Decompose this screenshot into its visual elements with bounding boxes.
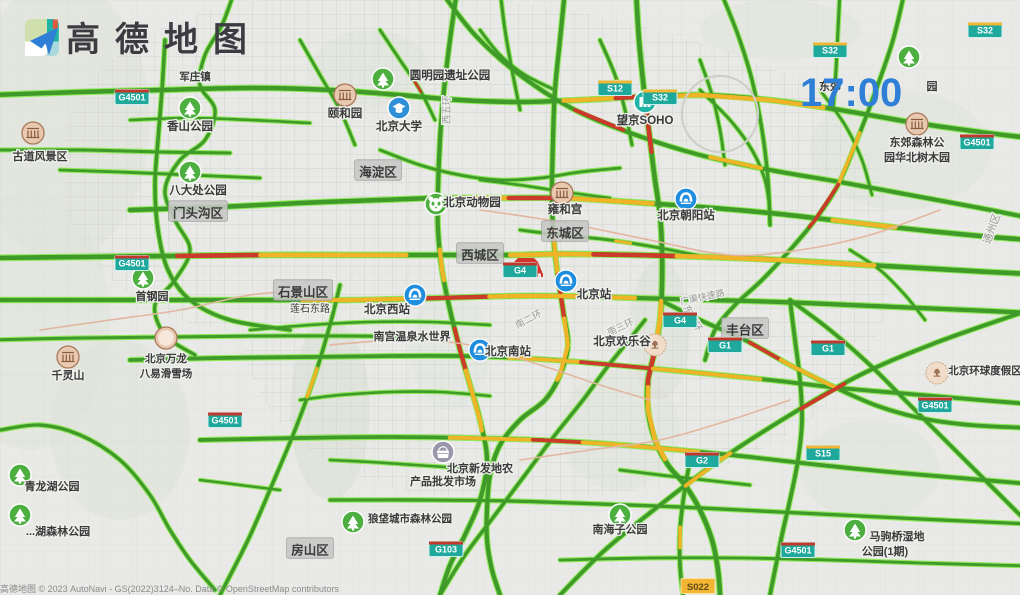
svg-text:香山公园: 香山公园 bbox=[166, 119, 213, 133]
svg-text:南宫温泉水世界: 南宫温泉水世界 bbox=[374, 329, 451, 343]
svg-text:G4501: G4501 bbox=[963, 138, 990, 148]
svg-text:颐和园: 颐和园 bbox=[328, 106, 363, 120]
svg-text:圆明园遗址公园: 圆明园遗址公园 bbox=[410, 68, 491, 82]
svg-text:G4501: G4501 bbox=[118, 259, 145, 269]
svg-text:S32: S32 bbox=[652, 93, 668, 103]
svg-text:广渠快速路: 广渠快速路 bbox=[679, 287, 725, 307]
svg-text:东城区: 东城区 bbox=[546, 225, 584, 240]
svg-text:17:00: 17:00 bbox=[800, 71, 902, 115]
svg-text:G4501: G4501 bbox=[921, 401, 948, 411]
svg-text:望京SOHO: 望京SOHO bbox=[617, 113, 674, 127]
svg-text:产品批发市场: 产品批发市场 bbox=[410, 474, 476, 488]
svg-text:北京站: 北京站 bbox=[577, 287, 612, 301]
svg-text:G4501: G4501 bbox=[118, 93, 145, 103]
svg-text:千灵山: 千灵山 bbox=[52, 368, 85, 382]
svg-text:首钢园: 首钢园 bbox=[136, 289, 169, 303]
svg-text:北京新发地农: 北京新发地农 bbox=[447, 461, 513, 475]
svg-text:莲石东路: 莲石东路 bbox=[290, 302, 330, 315]
svg-text:海淀区: 海淀区 bbox=[359, 164, 397, 179]
svg-text:雍和宫: 雍和宫 bbox=[548, 202, 583, 216]
svg-text:S12: S12 bbox=[607, 84, 623, 94]
svg-text:南海子公园: 南海子公园 bbox=[593, 522, 648, 536]
svg-text:北京朝阳站: 北京朝阳站 bbox=[657, 208, 715, 222]
svg-text:通州区: 通州区 bbox=[981, 212, 1003, 246]
svg-text:G2: G2 bbox=[696, 456, 708, 466]
svg-text:马驹桥湿地: 马驹桥湿地 bbox=[870, 529, 925, 543]
svg-text:G4: G4 bbox=[514, 266, 526, 276]
svg-text:G4501: G4501 bbox=[211, 416, 238, 426]
svg-text:西城区: 西城区 bbox=[461, 247, 499, 262]
svg-text:北京环球度假区: 北京环球度假区 bbox=[948, 364, 1020, 377]
svg-text:西五环: 西五环 bbox=[442, 96, 453, 125]
svg-text:北京西站: 北京西站 bbox=[364, 302, 410, 316]
svg-text:S022: S022 bbox=[687, 582, 709, 593]
svg-text:G4: G4 bbox=[674, 316, 686, 326]
svg-text:青龙湖公园: 青龙湖公园 bbox=[25, 479, 80, 493]
svg-text:古道风景区: 古道风景区 bbox=[13, 149, 68, 163]
svg-text:G1: G1 bbox=[719, 341, 731, 351]
svg-text:丰台区: 丰台区 bbox=[726, 322, 764, 337]
svg-text:东郊森林公: 东郊森林公 bbox=[890, 135, 945, 149]
svg-text:公园(1期): 公园(1期) bbox=[862, 544, 909, 558]
svg-text:G103: G103 bbox=[435, 545, 457, 555]
svg-text:北京万龙: 北京万龙 bbox=[145, 352, 187, 365]
svg-text:八大处公园: 八大处公园 bbox=[168, 183, 227, 197]
svg-text:北京欢乐谷: 北京欢乐谷 bbox=[593, 334, 651, 348]
svg-text:G4501: G4501 bbox=[784, 546, 811, 556]
svg-text:...湖森林公园: ...湖森林公园 bbox=[26, 524, 90, 538]
svg-text:房山区: 房山区 bbox=[291, 542, 329, 557]
svg-text:园华北树木园: 园华北树木园 bbox=[884, 150, 950, 164]
svg-text:S32: S32 bbox=[977, 26, 993, 36]
svg-text:北京南站: 北京南站 bbox=[485, 344, 531, 358]
svg-text:S15: S15 bbox=[815, 449, 831, 459]
svg-text:高德地图: 高德地图 bbox=[66, 21, 262, 59]
svg-text:石景山区: 石景山区 bbox=[277, 284, 329, 299]
svg-text:北京动物园: 北京动物园 bbox=[443, 195, 501, 209]
svg-text:北京大学: 北京大学 bbox=[376, 119, 422, 133]
svg-text:狼垡城市森林公园: 狼垡城市森林公园 bbox=[367, 512, 452, 525]
svg-text:八易滑雪场: 八易滑雪场 bbox=[139, 367, 193, 380]
svg-text:S32: S32 bbox=[822, 46, 838, 56]
svg-text:南二环: 南二环 bbox=[513, 307, 544, 331]
svg-text:G1: G1 bbox=[822, 344, 834, 354]
svg-text:门头沟区: 门头沟区 bbox=[173, 205, 224, 220]
